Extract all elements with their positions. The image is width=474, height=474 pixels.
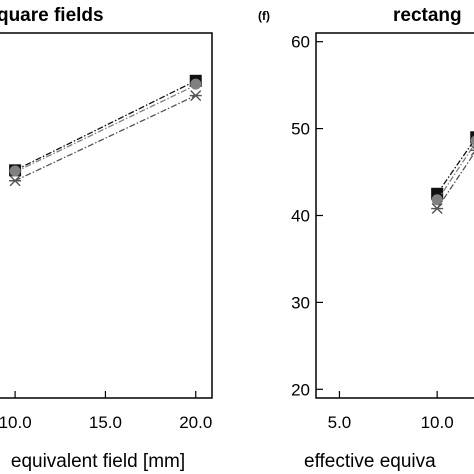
rectangular-fields-y-tick-label: 40 [291,207,310,226]
panel-letter-f: (f) [258,9,270,23]
square-fields-panel: square fields 10.0 15.0 20.0 equivalent fi… [0,5,213,472]
rectangular-fields-star-marker [431,203,444,215]
square-fields-star-marker [189,90,202,102]
square-fields-circle-marker [190,78,202,90]
rectangular-fields-title: rectang [393,5,462,26]
square-fields-series-2-line [14,84,197,173]
rectangular-fields-series-3-line [436,152,474,209]
rectangular-fields-x-tick-label: 5.0 [328,413,352,432]
rectangular-fields-y-tick-label: 60 [291,33,310,52]
square-fields-series [9,74,202,187]
rectangular-fields-y-tick-label: 30 [291,293,310,312]
rectangular-fields-series-1-line [436,139,474,195]
rectangular-fields-y-tick-label: 20 [291,380,310,399]
rectangular-fields-circle-marker [470,135,474,146]
rectangular-fields-x-tick-label: 10.0 [421,413,454,432]
rectangular-fields-series-2-line [436,143,474,202]
square-fields-series-3-line [14,94,197,182]
rectangular-fields-y-ticks: 20 30 40 50 60 [291,33,323,399]
square-fields-x-axis-label: equivalent field [mm] [11,451,185,472]
rectangular-fields-panel: (f) rectang 20 30 40 50 60 5.0 10.0 effective… [258,5,474,472]
square-fields-title: square fields [0,5,104,26]
square-fields-series-1-line [14,80,197,171]
rectangular-fields-x-axis-label: effective equiva [304,451,436,472]
square-fields-star-marker [9,175,22,187]
rectangular-fields-circle-marker [431,194,443,206]
rectangular-fields-y-tick-label: 50 [291,120,310,139]
square-fields-x-tick-label: 20.0 [179,413,212,432]
rectangular-fields-x-ticks: 5.0 10.0 [328,391,454,432]
square-fields-circle-marker [9,165,21,177]
rectangular-fields-plot-frame [315,32,474,399]
square-fields-x-ticks: 10.0 15.0 20.0 [0,391,212,432]
square-fields-x-tick-label: 15.0 [89,413,122,432]
square-fields-plot-frame [0,32,213,399]
rectangular-fields-series [431,131,474,215]
square-fields-x-tick-label: 10.0 [0,413,32,432]
rectangular-fields-star-marker [470,144,474,156]
